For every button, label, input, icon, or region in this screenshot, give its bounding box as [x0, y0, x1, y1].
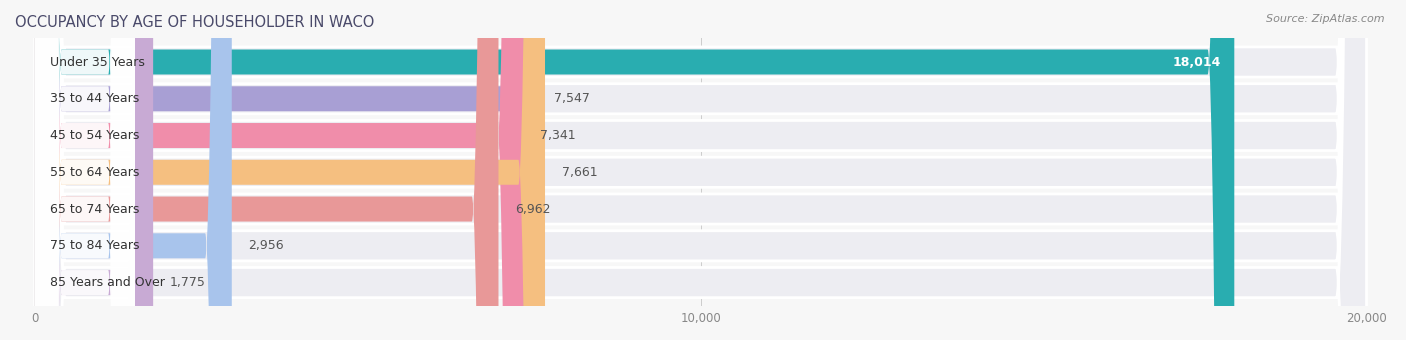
FancyBboxPatch shape [35, 0, 546, 340]
FancyBboxPatch shape [35, 0, 153, 340]
FancyBboxPatch shape [35, 0, 135, 340]
Text: 55 to 64 Years: 55 to 64 Years [49, 166, 139, 179]
Text: 7,661: 7,661 [561, 166, 598, 179]
Text: 75 to 84 Years: 75 to 84 Years [49, 239, 139, 252]
Text: 18,014: 18,014 [1173, 55, 1220, 68]
Text: Source: ZipAtlas.com: Source: ZipAtlas.com [1267, 14, 1385, 23]
Text: 45 to 54 Years: 45 to 54 Years [49, 129, 139, 142]
Text: 7,341: 7,341 [540, 129, 576, 142]
FancyBboxPatch shape [35, 0, 523, 340]
FancyBboxPatch shape [35, 0, 1367, 340]
FancyBboxPatch shape [35, 0, 135, 340]
FancyBboxPatch shape [35, 0, 232, 340]
Text: 2,956: 2,956 [249, 239, 284, 252]
Text: OCCUPANCY BY AGE OF HOUSEHOLDER IN WACO: OCCUPANCY BY AGE OF HOUSEHOLDER IN WACO [15, 15, 374, 30]
FancyBboxPatch shape [35, 0, 135, 340]
Text: 6,962: 6,962 [515, 203, 551, 216]
FancyBboxPatch shape [35, 0, 1367, 340]
Text: 65 to 74 Years: 65 to 74 Years [49, 203, 139, 216]
FancyBboxPatch shape [35, 0, 1367, 340]
FancyBboxPatch shape [35, 0, 1367, 340]
FancyBboxPatch shape [35, 0, 537, 340]
FancyBboxPatch shape [35, 0, 135, 340]
Text: Under 35 Years: Under 35 Years [49, 55, 145, 68]
FancyBboxPatch shape [35, 0, 499, 340]
FancyBboxPatch shape [35, 0, 1367, 340]
FancyBboxPatch shape [35, 0, 135, 340]
FancyBboxPatch shape [35, 0, 1367, 340]
FancyBboxPatch shape [35, 0, 135, 340]
Text: 7,547: 7,547 [554, 92, 591, 105]
FancyBboxPatch shape [35, 0, 1234, 340]
FancyBboxPatch shape [35, 0, 1367, 340]
Text: 85 Years and Over: 85 Years and Over [49, 276, 165, 289]
Text: 35 to 44 Years: 35 to 44 Years [49, 92, 139, 105]
Text: 1,775: 1,775 [170, 276, 205, 289]
FancyBboxPatch shape [35, 0, 135, 340]
